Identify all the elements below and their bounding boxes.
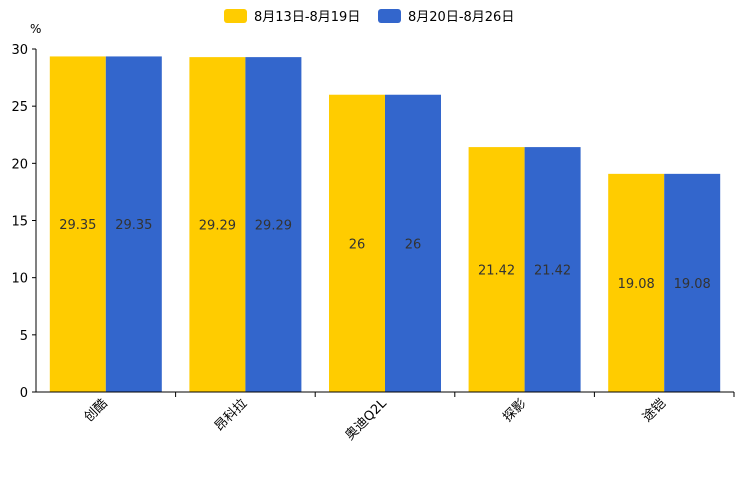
- bar-2-4: [524, 147, 581, 392]
- y-axis-unit-label: %: [30, 22, 41, 36]
- y-tick-label-30: 30: [11, 43, 28, 58]
- data-label-1-5: 19.08: [618, 277, 655, 292]
- y-axis: 0 5 10 15 20 25 30: [11, 43, 37, 401]
- legend-swatch-1: [224, 9, 247, 23]
- y-tick-label-20: 20: [11, 157, 28, 172]
- y-tick-label-15: 15: [11, 215, 28, 230]
- x-tick-label-5: 途铠: [639, 396, 669, 426]
- y-tick-label-10: 10: [11, 272, 28, 287]
- x-tick-label-4: 探影: [500, 396, 529, 425]
- bar-2-3: [385, 94, 441, 392]
- bar-1-4: [468, 147, 525, 392]
- legend-label-2: 8月20日-8月26日: [408, 10, 514, 25]
- bar-1-3: [329, 94, 385, 392]
- bar-2-5: [664, 173, 721, 392]
- bars: 29.35 29.35 29.29 29.29 26 26 21.42 21.42 19.08 1…: [49, 56, 721, 392]
- y-tick-label-5: 5: [20, 329, 28, 344]
- data-label-1-2: 29.29: [199, 219, 236, 234]
- x-axis: 创酷 昂科拉 奥迪Q2L 探影 途铠: [36, 391, 735, 444]
- legend-label-1: 8月13日-8月19日: [254, 10, 360, 25]
- data-label-2-4: 21.42: [534, 264, 571, 279]
- y-tick-label-0: 0: [20, 386, 28, 401]
- data-label-1-1: 29.35: [59, 218, 96, 233]
- legend-swatch-2: [378, 9, 401, 23]
- data-label-1-4: 21.42: [478, 264, 515, 279]
- y-tick-label-25: 25: [11, 100, 28, 115]
- bar-1-2: [189, 57, 246, 392]
- data-label-2-3: 26: [405, 237, 422, 252]
- data-label-1-3: 26: [349, 237, 366, 252]
- data-label-2-5: 19.08: [674, 277, 711, 292]
- data-label-2-1: 29.35: [115, 218, 152, 233]
- legend: 8月13日-8月19日 8月20日-8月26日: [224, 9, 514, 25]
- data-label-2-2: 29.29: [255, 219, 292, 234]
- x-tick-label-3: 奥迪Q2L: [343, 396, 391, 444]
- bar-2-1: [105, 56, 162, 392]
- bar-1-1: [49, 56, 106, 392]
- x-tick-label-2: 昂科拉: [212, 396, 250, 434]
- bar-2-2: [245, 57, 302, 392]
- x-tick-label-1: 创酷: [82, 396, 111, 425]
- bar-1-5: [608, 173, 665, 392]
